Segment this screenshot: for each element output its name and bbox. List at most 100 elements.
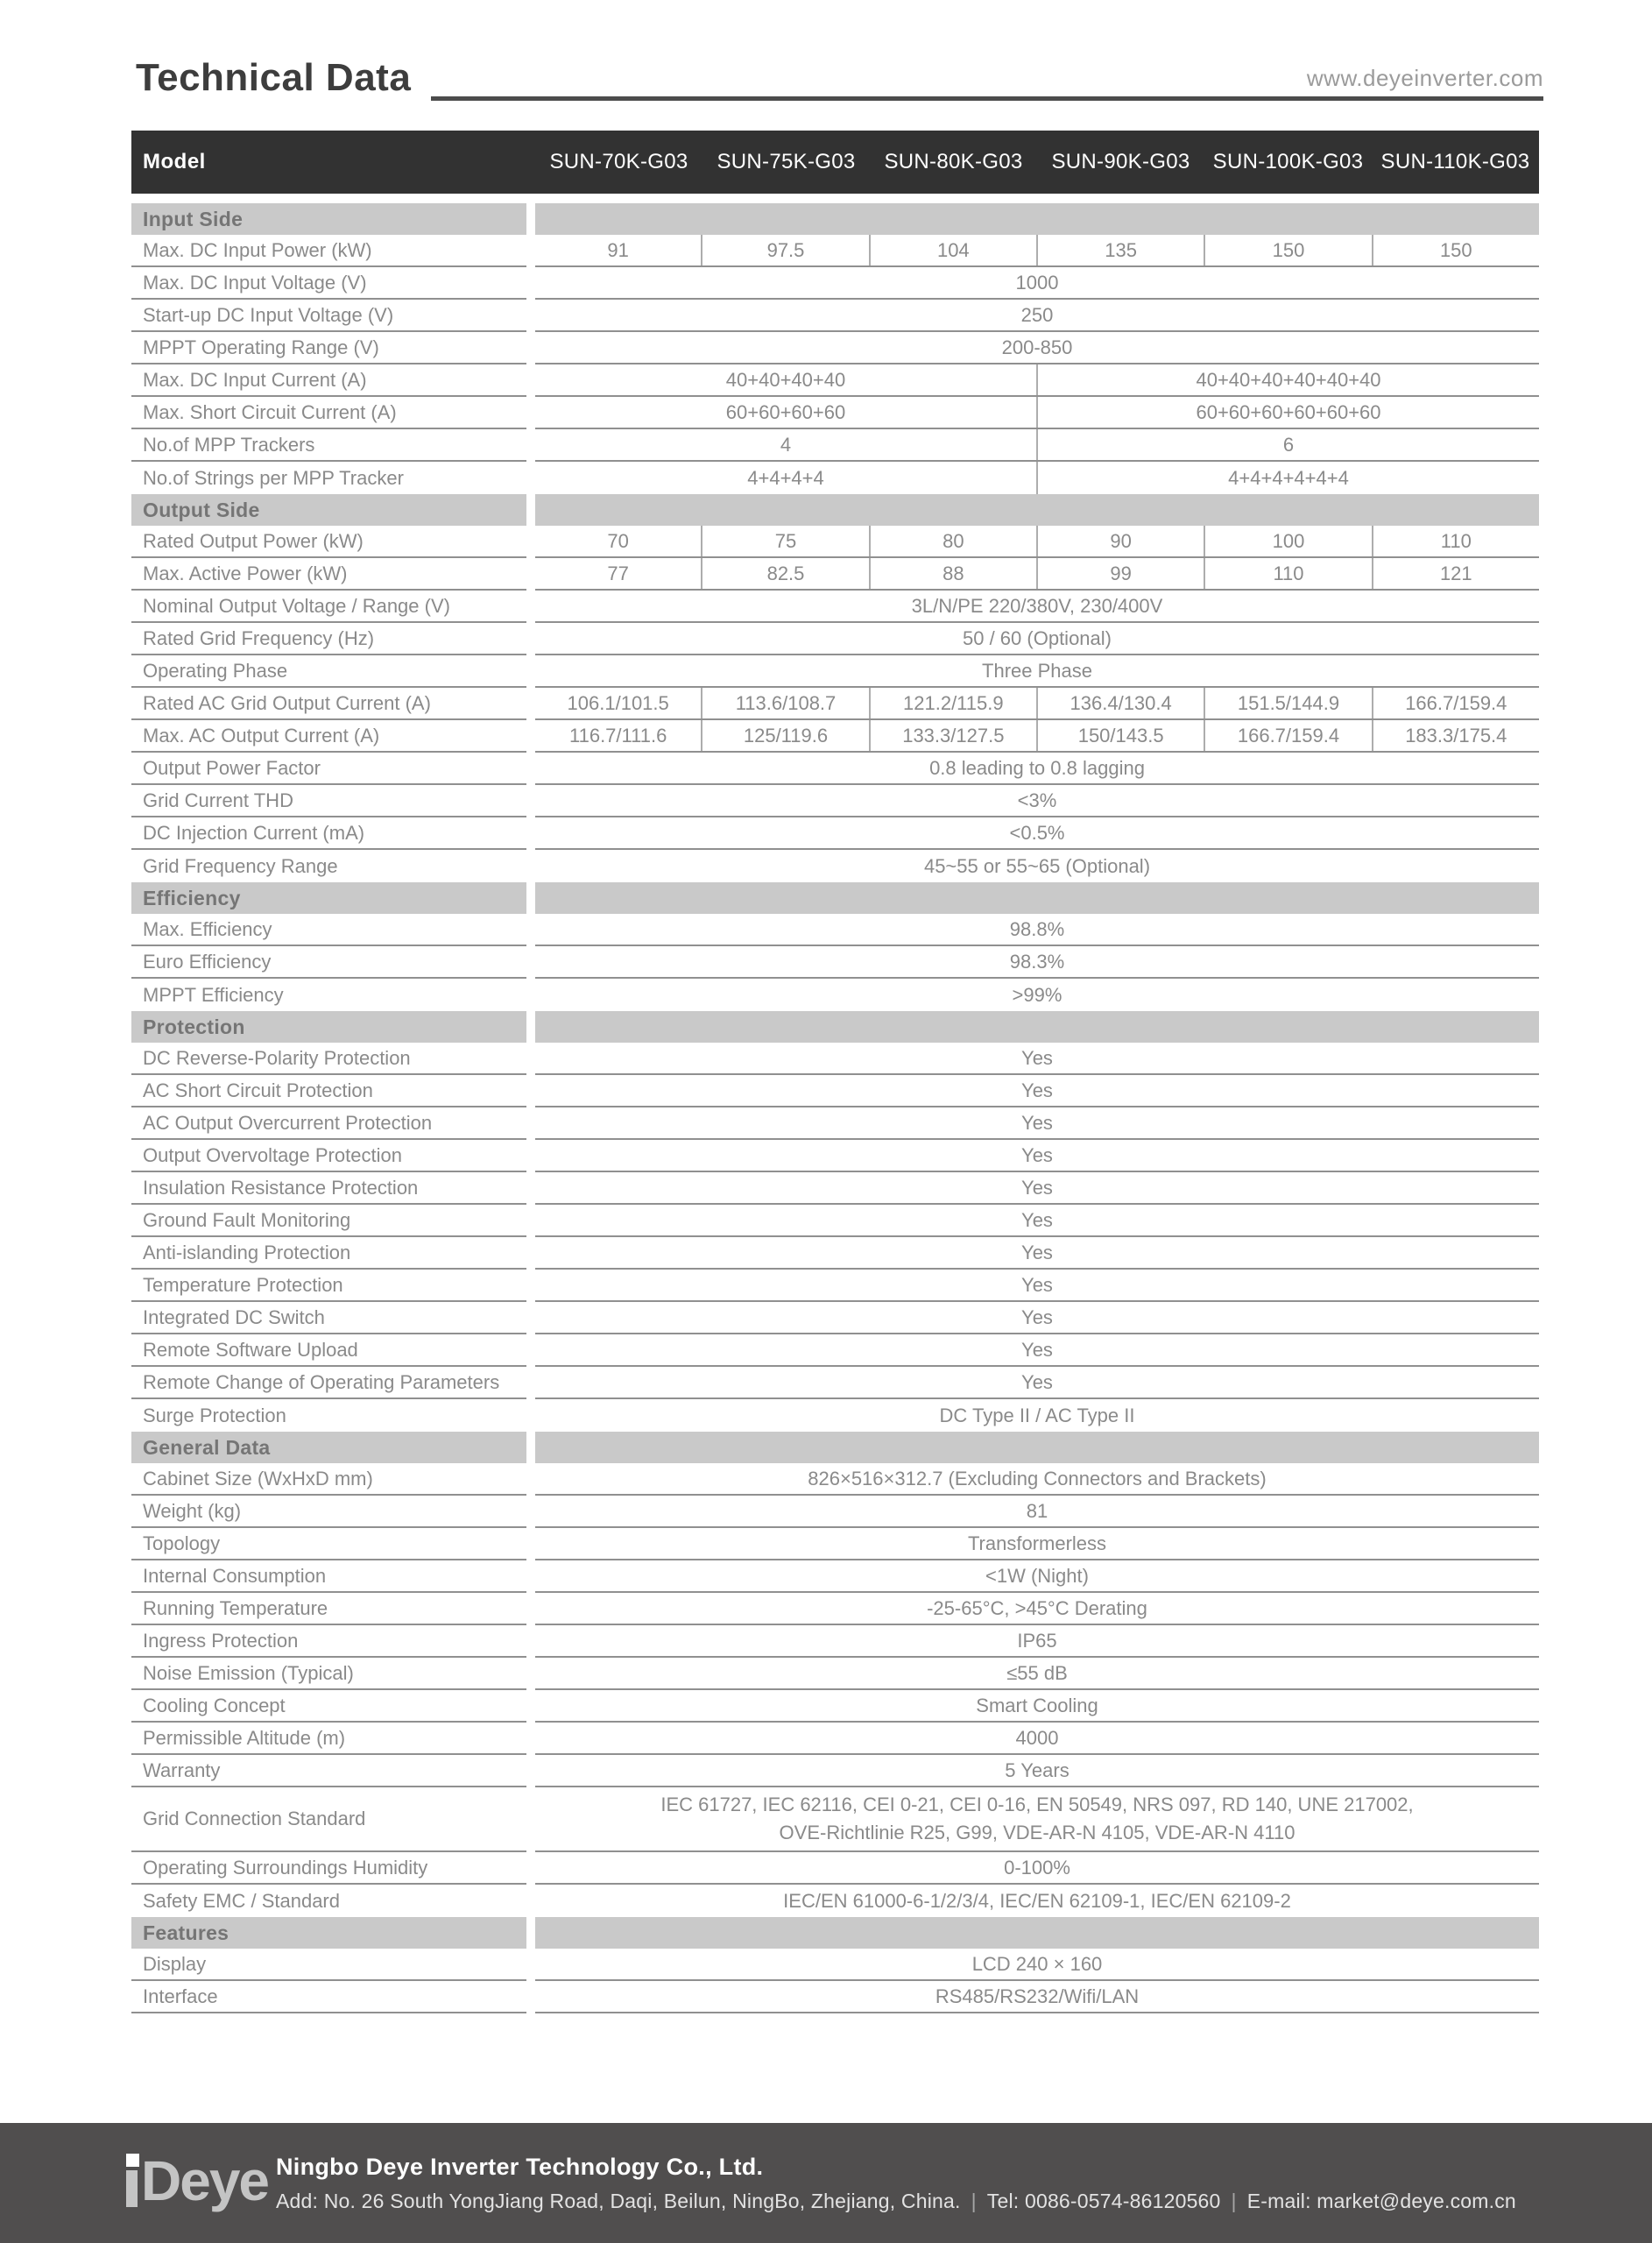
spec-value: 151.5/144.9 bbox=[1204, 688, 1371, 718]
column-gutter bbox=[526, 1399, 535, 1432]
spec-values: 45~55 or 55~65 (Optional) bbox=[535, 850, 1539, 882]
column-gutter bbox=[526, 397, 535, 429]
column-gutter bbox=[526, 1075, 535, 1107]
spec-value: <3% bbox=[1017, 789, 1057, 811]
spec-label: Max. AC Output Current (A) bbox=[131, 720, 526, 753]
spec-label: Max. Active Power (kW) bbox=[131, 558, 526, 591]
column-gutter bbox=[526, 1560, 535, 1593]
spec-label: No.of Strings per MPP Tracker bbox=[143, 466, 404, 489]
spec-values: IP65 bbox=[535, 1625, 1539, 1658]
spec-label: Nominal Output Voltage / Range (V) bbox=[131, 591, 526, 623]
column-gutter bbox=[526, 979, 535, 1011]
footer-email: E-mail: market@deye.com.cn bbox=[1246, 2189, 1516, 2212]
spec-label: AC Short Circuit Protection bbox=[131, 1075, 526, 1107]
footer-contact-line: Add: No. 26 South YongJiang Road, Daqi, … bbox=[276, 2190, 1516, 2213]
column-gutter bbox=[526, 235, 535, 267]
spec-row: Internal Consumption <1W (Night) bbox=[131, 1560, 1539, 1593]
spec-label: Topology bbox=[131, 1528, 526, 1560]
column-gutter bbox=[526, 1270, 535, 1302]
spec-values: Three Phase bbox=[535, 655, 1539, 688]
spec-values: Yes bbox=[535, 1270, 1539, 1302]
spec-label: Remote Software Upload bbox=[131, 1334, 526, 1367]
spec-value: Yes bbox=[1021, 1046, 1053, 1069]
spec-value: 91 bbox=[607, 238, 629, 261]
spec-row: Noise Emission (Typical) ≤55 dB bbox=[131, 1658, 1539, 1690]
section-title: Features bbox=[131, 1917, 526, 1949]
spec-row: AC Output Overcurrent Protection Yes bbox=[131, 1107, 1539, 1140]
spec-row: Max. Short Circuit Current (A) 60+60+60+6… bbox=[131, 397, 1539, 429]
spec-values: DC Type II / AC Type II bbox=[535, 1399, 1539, 1432]
spec-label: Operating Surroundings Humidity bbox=[131, 1852, 526, 1885]
column-gutter bbox=[526, 1463, 535, 1496]
spec-values: 98.3% bbox=[535, 946, 1539, 979]
section-header-row: Efficiency bbox=[131, 882, 1539, 914]
column-gutter bbox=[526, 1949, 535, 1981]
spec-values: ≤55 dB bbox=[535, 1658, 1539, 1690]
spec-value: <1W (Night) bbox=[985, 1564, 1089, 1587]
spec-row: DC Reverse-Polarity Protection Yes bbox=[131, 1043, 1539, 1075]
spec-label: Cabinet Size (WxHxD mm) bbox=[131, 1463, 526, 1496]
spec-value: DC Type II / AC Type II bbox=[939, 1404, 1135, 1426]
section-title: Efficiency bbox=[131, 882, 526, 914]
spec-value: 826×516×312.7 (Excluding Connectors and … bbox=[808, 1467, 1267, 1489]
spec-values: 0-100% bbox=[535, 1852, 1539, 1885]
spec-value: 40+40+40+40+40+40 bbox=[1036, 364, 1539, 395]
model-name: SUN-75K-G03 bbox=[717, 150, 856, 173]
spec-label: Permissible Altitude (m) bbox=[131, 1723, 526, 1755]
spec-row: Grid Current THD <3% bbox=[131, 785, 1539, 817]
column-gutter bbox=[526, 1205, 535, 1237]
spec-value: 1000 bbox=[1015, 271, 1059, 294]
model-name: SUN-80K-G03 bbox=[884, 150, 1023, 173]
spec-row: AC Short Circuit Protection Yes bbox=[131, 1075, 1539, 1107]
spec-value: 121.2/115.9 bbox=[868, 688, 1036, 718]
spec-values: IEC 61727, IEC 62116, CEI 0-21, CEI 0-16… bbox=[535, 1787, 1539, 1852]
spec-value: <0.5% bbox=[1009, 821, 1065, 844]
column-gutter bbox=[526, 558, 535, 591]
spec-row: Grid Connection Standard IEC 61727, IEC 6… bbox=[131, 1787, 1539, 1852]
page-title: Technical Data bbox=[136, 56, 412, 99]
spec-row: Max. Efficiency 98.8% bbox=[131, 914, 1539, 946]
model-name: SUN-70K-G03 bbox=[549, 150, 688, 173]
spec-values: 40+40+40+40 40+40+40+40+40+40 bbox=[535, 364, 1539, 397]
spec-label: Grid Current THD bbox=[131, 785, 526, 817]
section-band-fill bbox=[535, 1011, 1539, 1043]
spec-values: Yes bbox=[535, 1237, 1539, 1270]
spec-label: Rated Grid Frequency (Hz) bbox=[131, 623, 526, 655]
spec-label: Display bbox=[131, 1949, 526, 1981]
model-columns: SUN-70K-G03 SUN-75K-G03 SUN-80K-G03 SUN-… bbox=[535, 150, 1539, 174]
spec-values: 826×516×312.7 (Excluding Connectors and … bbox=[535, 1463, 1539, 1496]
column-gutter bbox=[526, 1625, 535, 1658]
spec-value: -25-65°C, >45°C Derating bbox=[927, 1596, 1147, 1619]
section-header-row: Input Side bbox=[131, 203, 1539, 235]
spec-row: Cooling Concept Smart Cooling bbox=[131, 1690, 1539, 1723]
spec-value: 90 bbox=[1035, 526, 1204, 556]
spec-value: 113.6/108.7 bbox=[701, 688, 868, 718]
spec-values: Yes bbox=[535, 1172, 1539, 1205]
spec-row: MPPT Operating Range (V) 200-850 bbox=[131, 332, 1539, 364]
spec-values: 4+4+4+4 4+4+4+4+4+4 bbox=[535, 462, 1539, 494]
spec-label: Rated Output Power (kW) bbox=[131, 526, 526, 558]
section-title: Output Side bbox=[131, 494, 526, 526]
spec-value: 100 bbox=[1204, 526, 1371, 556]
spec-values: 0.8 leading to 0.8 lagging bbox=[535, 753, 1539, 785]
column-gutter bbox=[526, 203, 535, 235]
spec-value: 75 bbox=[701, 526, 868, 556]
spec-row: Output Overvoltage Protection Yes bbox=[131, 1140, 1539, 1172]
spec-row: Start-up DC Input Voltage (V) 250 bbox=[131, 300, 1539, 332]
spec-value: 150 bbox=[1371, 235, 1539, 265]
section-header-row: Output Side bbox=[131, 494, 1539, 526]
spec-value: RS485/RS232/Wifi/LAN bbox=[935, 1985, 1140, 2007]
spec-value: 150/143.5 bbox=[1035, 720, 1204, 751]
spec-row: Warranty 5 Years bbox=[131, 1755, 1539, 1787]
spec-value: 166.7/159.4 bbox=[1371, 688, 1539, 718]
spec-label: Max. DC Input Power (kW) bbox=[131, 235, 526, 267]
footer-address: Add: No. 26 South YongJiang Road, Daqi, … bbox=[276, 2189, 961, 2212]
spec-value: 82.5 bbox=[701, 558, 868, 589]
spec-values: 250 bbox=[535, 300, 1539, 332]
spec-value: 77 bbox=[607, 562, 629, 584]
spec-row: Insulation Resistance Protection Yes bbox=[131, 1172, 1539, 1205]
spec-value: 60+60+60+60 bbox=[725, 400, 846, 423]
spec-value: 106.1/101.5 bbox=[567, 691, 669, 714]
spec-label: Weight (kg) bbox=[131, 1496, 526, 1528]
model-name: SUN-100K-G03 bbox=[1212, 150, 1364, 173]
